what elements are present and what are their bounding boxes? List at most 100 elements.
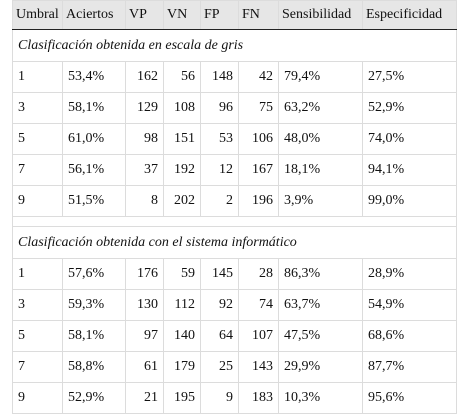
data-row: 5 58,1% 97 140 64 107 47,5% 68,6% <box>12 320 457 352</box>
column-header: Aciertos <box>62 0 126 30</box>
cell: 162 <box>125 61 164 93</box>
cell: 1 <box>12 61 63 93</box>
data-row: 1 53,4% 162 56 148 42 79,4% 27,5% <box>12 61 457 93</box>
column-header: Especificidad <box>362 0 457 30</box>
cell: 75 <box>238 92 279 124</box>
cell: 98 <box>125 123 164 155</box>
cell: 74,0% <box>362 123 457 155</box>
cell: 56 <box>163 61 201 93</box>
section-title: Clasificación obtenida con el sistema in… <box>12 226 457 259</box>
cell: 9 <box>12 382 63 414</box>
cell: 63,7% <box>278 289 363 321</box>
cell: 92 <box>200 289 239 321</box>
cell: 2 <box>200 185 239 217</box>
cell: 58,8% <box>62 351 126 383</box>
cell: 59 <box>163 258 201 290</box>
cell: 86,3% <box>278 258 363 290</box>
cell: 18,1% <box>278 154 363 186</box>
cell: 59,3% <box>62 289 126 321</box>
data-row: 3 58,1% 129 108 96 75 63,2% 52,9% <box>12 92 457 124</box>
cell: 63,2% <box>278 92 363 124</box>
cell: 195 <box>163 382 201 414</box>
column-header: FN <box>238 0 279 30</box>
cell: 12 <box>200 154 239 186</box>
section-title: Clasificación obtenida en escala de gris <box>12 29 457 62</box>
cell: 140 <box>163 320 201 352</box>
cell: 106 <box>238 123 279 155</box>
cell: 183 <box>238 382 279 414</box>
cell: 27,5% <box>362 61 457 93</box>
cell: 53,4% <box>62 61 126 93</box>
cell: 7 <box>12 351 63 383</box>
cell: 176 <box>125 258 164 290</box>
table-wrapper: Umbral Aciertos VP VN FP FN Sensibilidad Especi… <box>12 0 457 414</box>
cell: 3 <box>12 289 63 321</box>
column-header: FP <box>200 0 239 30</box>
cell: 56,1% <box>62 154 126 186</box>
section-row: Clasificación obtenida en escala de gris <box>12 29 457 62</box>
cell: 202 <box>163 185 201 217</box>
cell: 9 <box>12 185 63 217</box>
cell: 51,5% <box>62 185 126 217</box>
cell: 1 <box>12 258 63 290</box>
cell: 143 <box>238 351 279 383</box>
column-header: VN <box>163 0 201 30</box>
cell: 28,9% <box>362 258 457 290</box>
cell: 5 <box>12 320 63 352</box>
spacer-row <box>12 216 457 227</box>
cell: 167 <box>238 154 279 186</box>
cell: 79,4% <box>278 61 363 93</box>
cell: 112 <box>163 289 201 321</box>
cell: 61 <box>125 351 164 383</box>
cell: 3,9% <box>278 185 363 217</box>
cell: 64 <box>200 320 239 352</box>
cell: 52,9% <box>62 382 126 414</box>
cell: 42 <box>238 61 279 93</box>
cell: 29,9% <box>278 351 363 383</box>
cell: 57,6% <box>62 258 126 290</box>
cell: 192 <box>163 154 201 186</box>
cell: 52,9% <box>362 92 457 124</box>
cell: 53 <box>200 123 239 155</box>
data-row: 9 52,9% 21 195 9 183 10,3% 95,6% <box>12 382 457 414</box>
cell: 151 <box>163 123 201 155</box>
header-row: Umbral Aciertos VP VN FP FN Sensibilidad Especi… <box>12 0 457 30</box>
cell: 21 <box>125 382 164 414</box>
data-row: 7 58,8% 61 179 25 143 29,9% 87,7% <box>12 351 457 383</box>
spacer-cell <box>12 216 457 227</box>
cell: 58,1% <box>62 92 126 124</box>
cell: 48,0% <box>278 123 363 155</box>
cell: 9 <box>200 382 239 414</box>
cell: 25 <box>200 351 239 383</box>
data-row: 7 56,1% 37 192 12 167 18,1% 94,1% <box>12 154 457 186</box>
cell: 28 <box>238 258 279 290</box>
cell: 96 <box>200 92 239 124</box>
section-row: Clasificación obtenida con el sistema in… <box>12 226 457 259</box>
cell: 145 <box>200 258 239 290</box>
cell: 5 <box>12 123 63 155</box>
cell: 97 <box>125 320 164 352</box>
cell: 130 <box>125 289 164 321</box>
cell: 47,5% <box>278 320 363 352</box>
cell: 95,6% <box>362 382 457 414</box>
cell: 10,3% <box>278 382 363 414</box>
cell: 148 <box>200 61 239 93</box>
data-row: 9 51,5% 8 202 2 196 3,9% 99,0% <box>12 185 457 217</box>
data-row: 5 61,0% 98 151 53 106 48,0% 74,0% <box>12 123 457 155</box>
cell: 99,0% <box>362 185 457 217</box>
column-header: Umbral <box>12 0 63 30</box>
cell: 94,1% <box>362 154 457 186</box>
cell: 68,6% <box>362 320 457 352</box>
cell: 8 <box>125 185 164 217</box>
cell: 87,7% <box>362 351 457 383</box>
cell: 108 <box>163 92 201 124</box>
data-row: 3 59,3% 130 112 92 74 63,7% 54,9% <box>12 289 457 321</box>
cell: 54,9% <box>362 289 457 321</box>
data-row: 1 57,6% 176 59 145 28 86,3% 28,9% <box>12 258 457 290</box>
cell: 129 <box>125 92 164 124</box>
cell: 61,0% <box>62 123 126 155</box>
cell: 3 <box>12 92 63 124</box>
cell: 74 <box>238 289 279 321</box>
cell: 37 <box>125 154 164 186</box>
